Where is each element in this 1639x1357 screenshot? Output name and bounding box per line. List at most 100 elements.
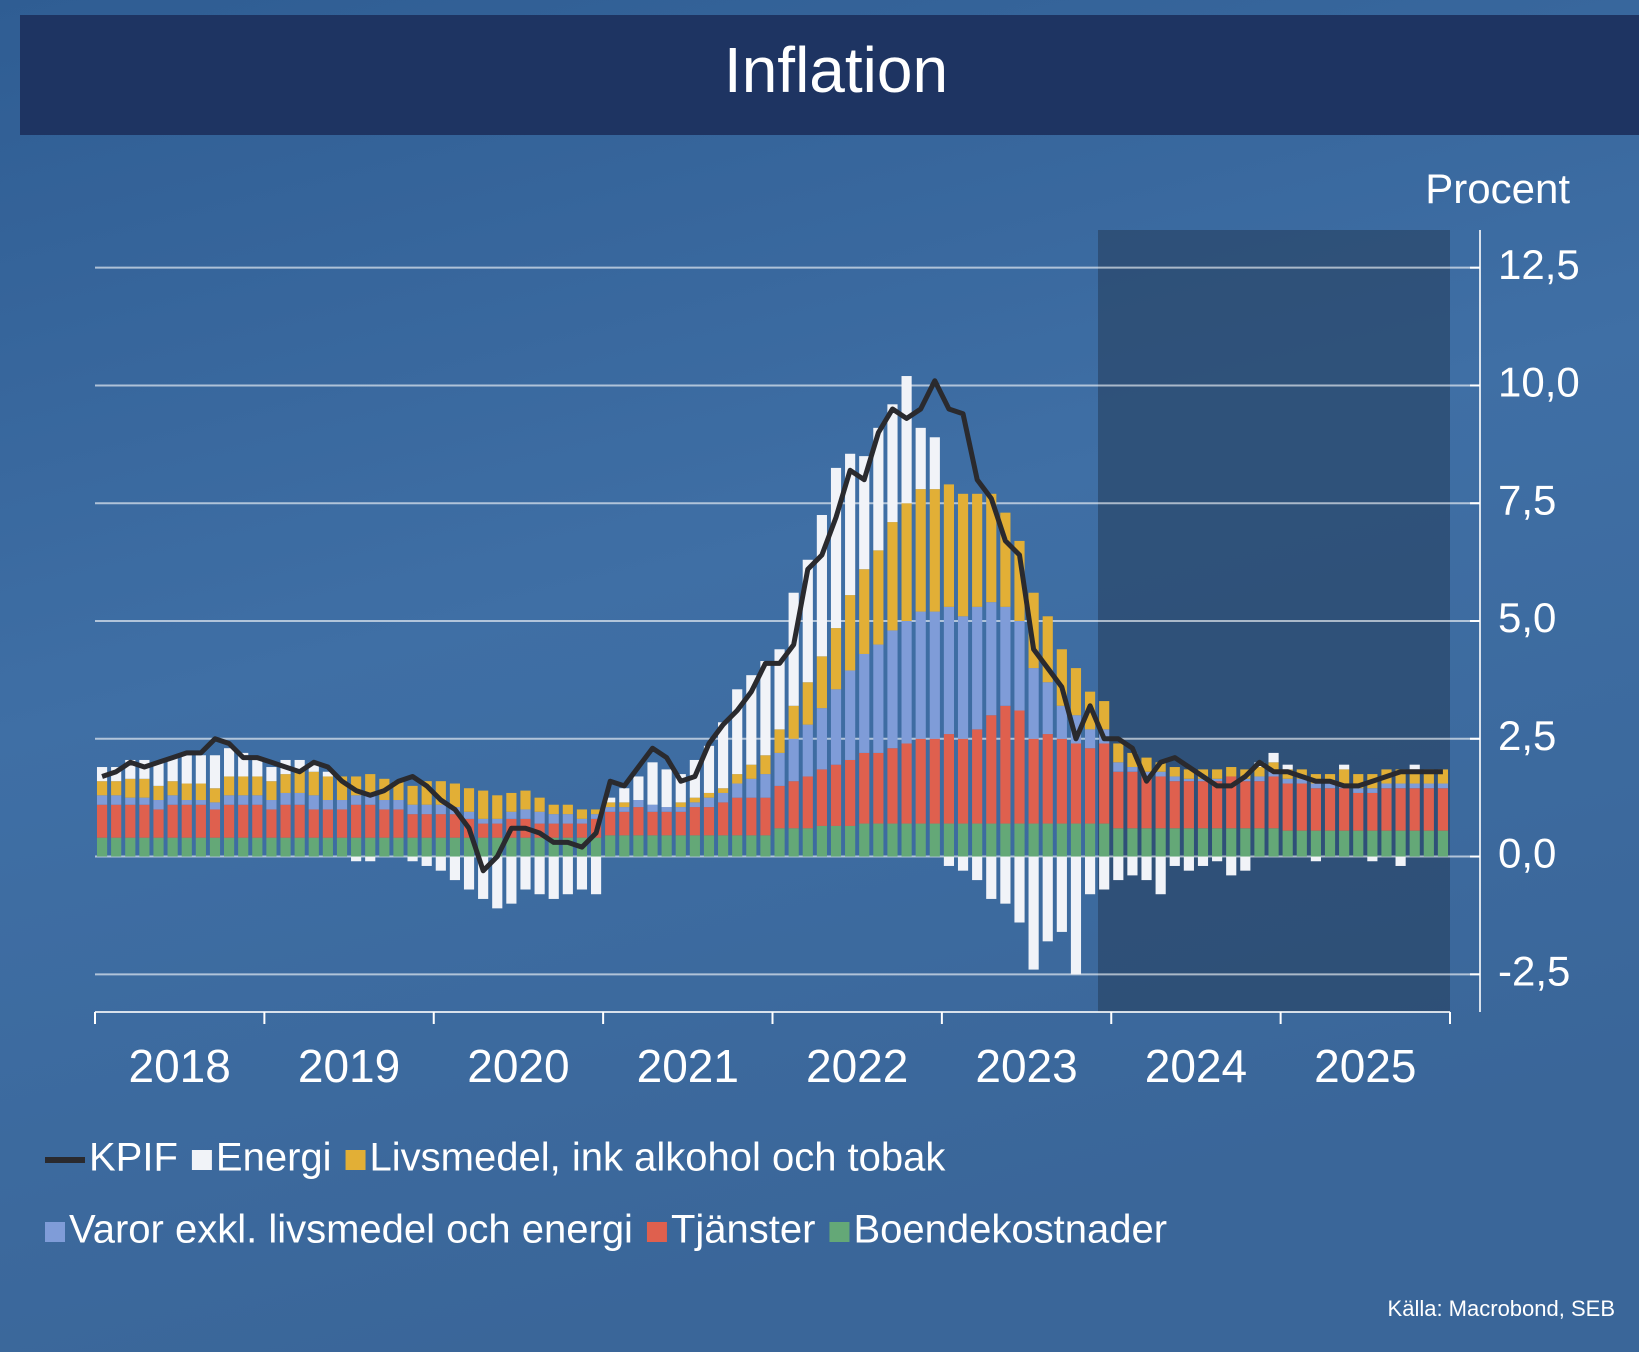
- bar-segment: [760, 755, 771, 775]
- bar-segment: [1212, 769, 1223, 779]
- bar-segment: [1014, 710, 1025, 824]
- x-tick-label: 2020: [467, 1040, 569, 1092]
- bar-segment: [619, 788, 630, 803]
- bar-segment: [322, 809, 333, 838]
- bar-segment: [1437, 769, 1449, 784]
- bar-segment: [845, 825, 856, 857]
- bar-segment: [957, 856, 969, 871]
- legend-label: Tjänster: [671, 1208, 816, 1252]
- bar-segment: [1437, 830, 1449, 857]
- bar-segment: [1296, 830, 1307, 857]
- bar-segment: [562, 804, 573, 815]
- bar-segment: [972, 606, 983, 730]
- bar-segment: [1423, 783, 1434, 789]
- bar-segment: [1353, 830, 1364, 857]
- bar-segment: [943, 484, 955, 607]
- bar-segment: [802, 682, 813, 725]
- bar-segment: [633, 800, 644, 808]
- bar-segment: [336, 776, 348, 801]
- bar-segment: [619, 811, 630, 836]
- bar-segment: [1212, 856, 1223, 862]
- bar-segment: [280, 837, 291, 857]
- bar-segment: [1240, 828, 1251, 857]
- bar-segment: [506, 837, 517, 857]
- bar-segment: [1000, 606, 1011, 706]
- bar-segment: [1423, 769, 1434, 784]
- bar-segment: [859, 456, 870, 570]
- bar-segment: [1141, 776, 1152, 829]
- title-bar: [20, 15, 1639, 135]
- legend-label: Energi: [216, 1136, 332, 1180]
- bar-segment: [718, 722, 729, 789]
- bar-segment: [901, 743, 912, 824]
- bar-segment: [703, 807, 715, 836]
- legend-swatch: [345, 1150, 366, 1170]
- bar-segment: [365, 804, 376, 838]
- bar-segment: [1268, 762, 1279, 772]
- bar-segment: [590, 837, 602, 857]
- bar-segment: [393, 809, 404, 838]
- bar-segment: [421, 781, 432, 805]
- bar-segment: [520, 837, 531, 857]
- bar-segment: [238, 804, 249, 838]
- bar-segment: [1324, 783, 1336, 789]
- bar-segment: [605, 807, 616, 812]
- bar-segment: [887, 522, 898, 631]
- bar-segment: [181, 837, 192, 857]
- bar-segment: [139, 797, 150, 805]
- bar-segment: [1000, 512, 1011, 607]
- bar-segment: [576, 823, 588, 838]
- bar-segment: [901, 621, 912, 744]
- bar-segment: [915, 611, 926, 739]
- bar-segment: [1183, 856, 1194, 871]
- bar-segment: [1268, 752, 1279, 763]
- bar-segment: [873, 550, 884, 645]
- bar-segment: [1042, 616, 1053, 683]
- bar-segment: [1353, 788, 1364, 793]
- bar-segment: [1409, 830, 1420, 857]
- bar-segment: [463, 837, 475, 857]
- bar-segment: [336, 800, 348, 810]
- bar-segment: [675, 802, 686, 808]
- bar-segment: [351, 856, 362, 862]
- bar-segment: [1212, 781, 1223, 829]
- bar-segment: [1155, 776, 1166, 829]
- bar-segment: [421, 837, 432, 857]
- bar-segment: [816, 708, 827, 770]
- bar-segment: [1169, 856, 1180, 866]
- bar-segment: [816, 825, 827, 857]
- bar-segment: [929, 489, 940, 612]
- bar-segment: [1240, 856, 1251, 871]
- bar-segment: [96, 804, 108, 838]
- legend-swatch: [829, 1222, 850, 1242]
- bar-segment: [1127, 752, 1138, 768]
- bar-segment: [209, 809, 221, 838]
- bar-segment: [167, 757, 178, 782]
- bar-segment: [294, 769, 305, 793]
- bar-segment: [1056, 738, 1067, 824]
- bar-segment: [463, 811, 475, 819]
- y-tick-label: -2,5: [1498, 947, 1570, 994]
- bar-segment: [294, 792, 305, 805]
- y-tick-label: 10,0: [1498, 359, 1580, 406]
- bar-segment: [873, 823, 884, 857]
- bar-segment: [1099, 823, 1110, 857]
- bar-segment: [1395, 788, 1406, 831]
- bar-segment: [167, 837, 178, 857]
- bar-segment: [1339, 764, 1350, 770]
- bar-segment: [661, 811, 672, 836]
- bar-segment: [1367, 830, 1378, 857]
- bar-segment: [1226, 776, 1237, 829]
- bar-segment: [1141, 771, 1152, 777]
- y-tick-label: 2,5: [1498, 712, 1556, 759]
- x-tick-label: 2021: [637, 1040, 739, 1092]
- bar-segment: [1169, 767, 1180, 777]
- bar-segment: [365, 856, 376, 862]
- bar-segment: [1056, 649, 1067, 706]
- bar-segment: [718, 802, 729, 836]
- bar-segment: [308, 771, 319, 796]
- bar-segment: [167, 795, 178, 805]
- bar-segment: [802, 559, 813, 683]
- bar-segment: [830, 825, 842, 857]
- bar-segment: [1197, 778, 1209, 782]
